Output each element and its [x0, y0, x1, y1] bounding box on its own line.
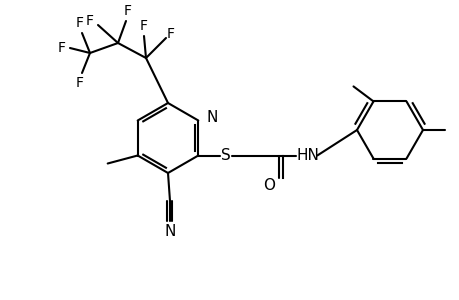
Text: F: F [76, 16, 84, 30]
Text: O: O [263, 178, 275, 193]
Text: F: F [58, 41, 66, 55]
Text: F: F [140, 19, 148, 33]
Text: N: N [206, 110, 217, 125]
Text: HN: HN [296, 148, 319, 163]
Text: F: F [124, 4, 132, 18]
Text: S: S [221, 148, 231, 163]
Text: F: F [167, 27, 174, 41]
Text: F: F [76, 76, 84, 90]
Text: F: F [86, 14, 94, 28]
Text: N: N [164, 224, 175, 238]
